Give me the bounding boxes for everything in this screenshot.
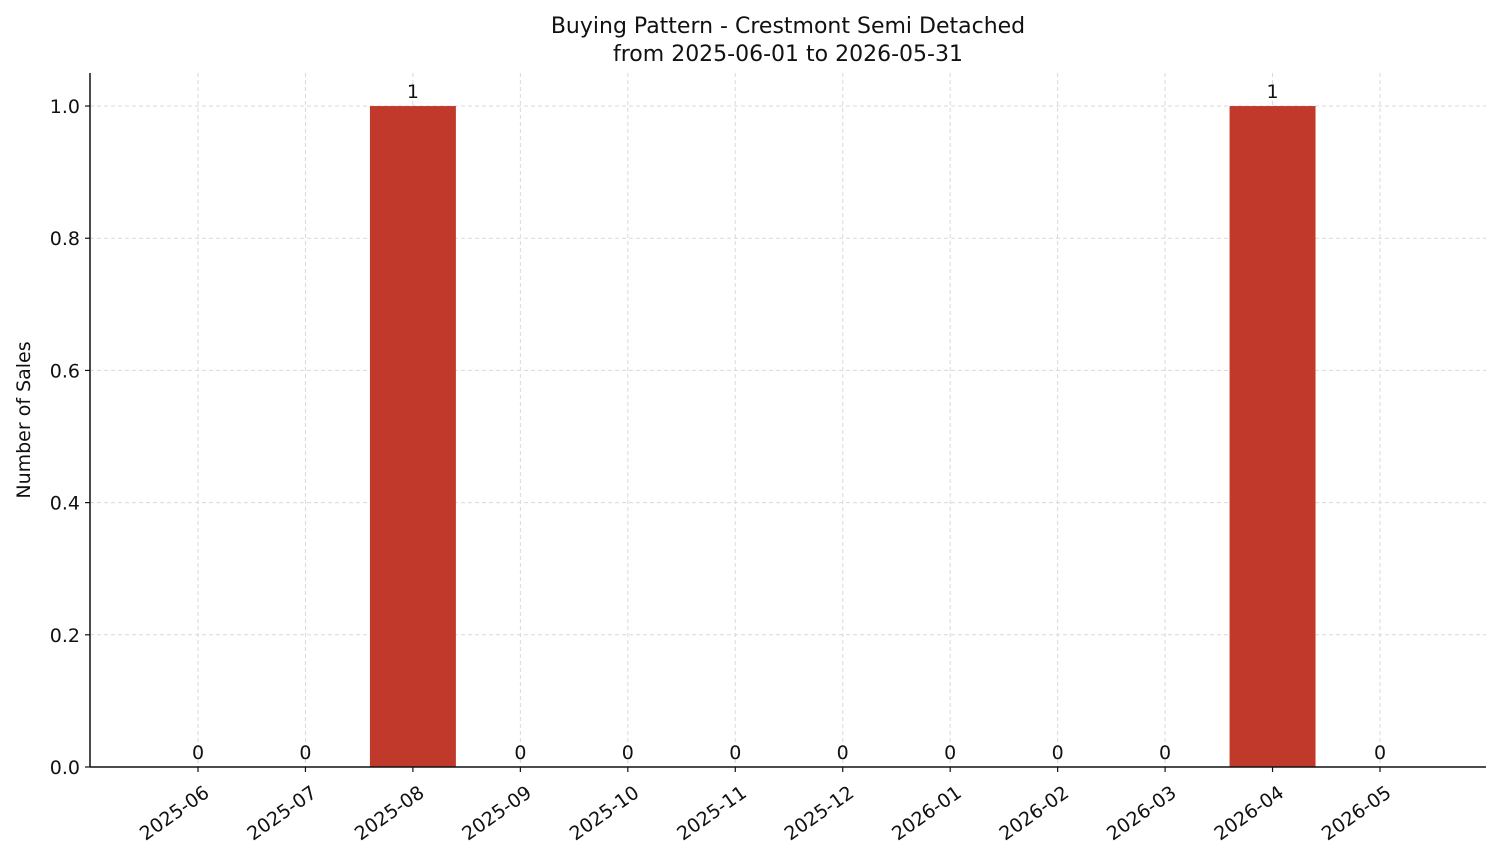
plot (369, 106, 1316, 768)
value-label: 0 (622, 742, 634, 764)
value-label: 0 (729, 742, 741, 764)
x-tick-label: 2025-06 (136, 782, 214, 846)
bar (369, 106, 456, 768)
x-tick-label: 2025-11 (673, 782, 751, 846)
value-label: 0 (944, 742, 956, 764)
y-tick-label: 0.2 (50, 625, 80, 647)
x-tick-label: 2025-08 (351, 782, 429, 846)
y-tick-label: 1.0 (50, 96, 80, 118)
y-tick-label: 0.8 (50, 228, 80, 250)
value-label: 1 (1266, 81, 1278, 103)
x-tick-label: 2025-09 (458, 782, 536, 846)
x-tick-label: 2026-05 (1318, 782, 1396, 846)
x-tick-label: 2026-01 (888, 782, 966, 846)
value-label: 0 (514, 742, 526, 764)
value-label: 0 (192, 742, 204, 764)
x-tick-label: 2025-12 (781, 782, 859, 846)
value-label: 0 (299, 742, 311, 764)
y-tick-label: 0.4 (50, 493, 80, 515)
chart-title: Buying Pattern - Crestmont Semi Detached (551, 14, 1025, 39)
value-label: 0 (1052, 742, 1064, 764)
bar (1229, 106, 1316, 768)
y-axis-label: Number of Sales (13, 341, 35, 498)
x-tick-label: 2025-10 (566, 782, 644, 846)
value-label: 0 (1159, 742, 1171, 764)
chart-subtitle: from 2025-06-01 to 2026-05-31 (613, 42, 963, 67)
value-label: 0 (1374, 742, 1386, 764)
x-tick-label: 2026-04 (1210, 782, 1288, 846)
value-label: 0 (837, 742, 849, 764)
value-label: 1 (407, 81, 419, 103)
x-tick-label: 2025-07 (243, 782, 321, 846)
x-tick-label: 2026-02 (995, 782, 1073, 846)
x-tick-label: 2026-03 (1103, 782, 1181, 846)
y-tick-label: 0.0 (50, 757, 80, 779)
y-tick-label: 0.6 (50, 360, 80, 382)
